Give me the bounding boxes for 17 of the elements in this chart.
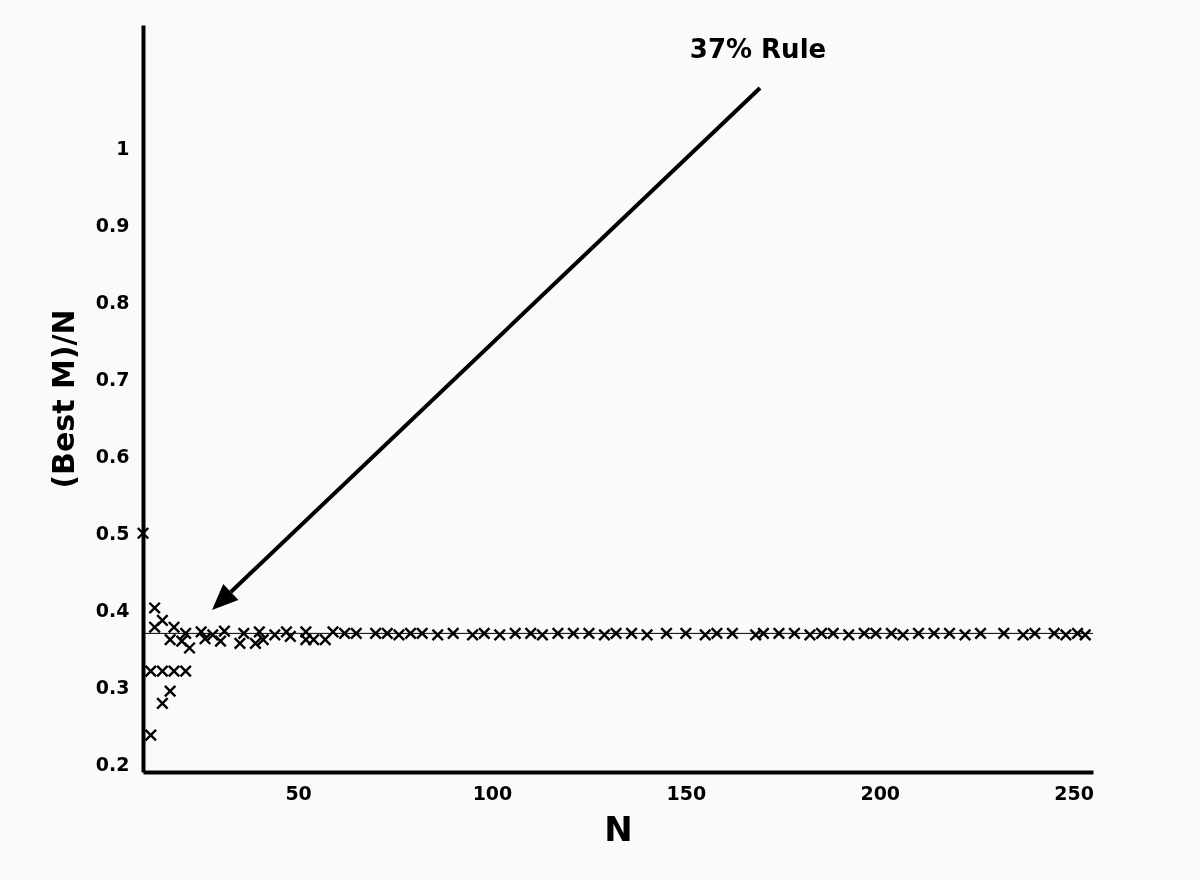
x-tick-label: 100 <box>472 781 513 804</box>
annotation: 37% Rule <box>689 34 827 64</box>
x-tick-label: 250 <box>1054 781 1094 804</box>
y-tick-label: 0.9 <box>95 213 130 236</box>
y-tick-label: 0.5 <box>95 521 130 544</box>
y-tick-label: 0.4 <box>95 598 130 621</box>
y-tick-label: 0.8 <box>95 290 130 313</box>
x-tick-label: 200 <box>860 781 901 804</box>
x-tick-label: 150 <box>666 781 707 804</box>
y-axis-title: (Best M)/N <box>45 309 81 489</box>
x-axis-title: N <box>604 808 633 849</box>
y-tick-label: 0.3 <box>95 675 130 698</box>
y-tick-label: 0.2 <box>95 752 130 775</box>
y-tick-label: 0.7 <box>95 367 130 390</box>
y-tick-label: 0.6 <box>95 444 130 467</box>
y-tick-label: 1 <box>116 136 130 159</box>
x-tick-label: 50 <box>285 781 312 804</box>
